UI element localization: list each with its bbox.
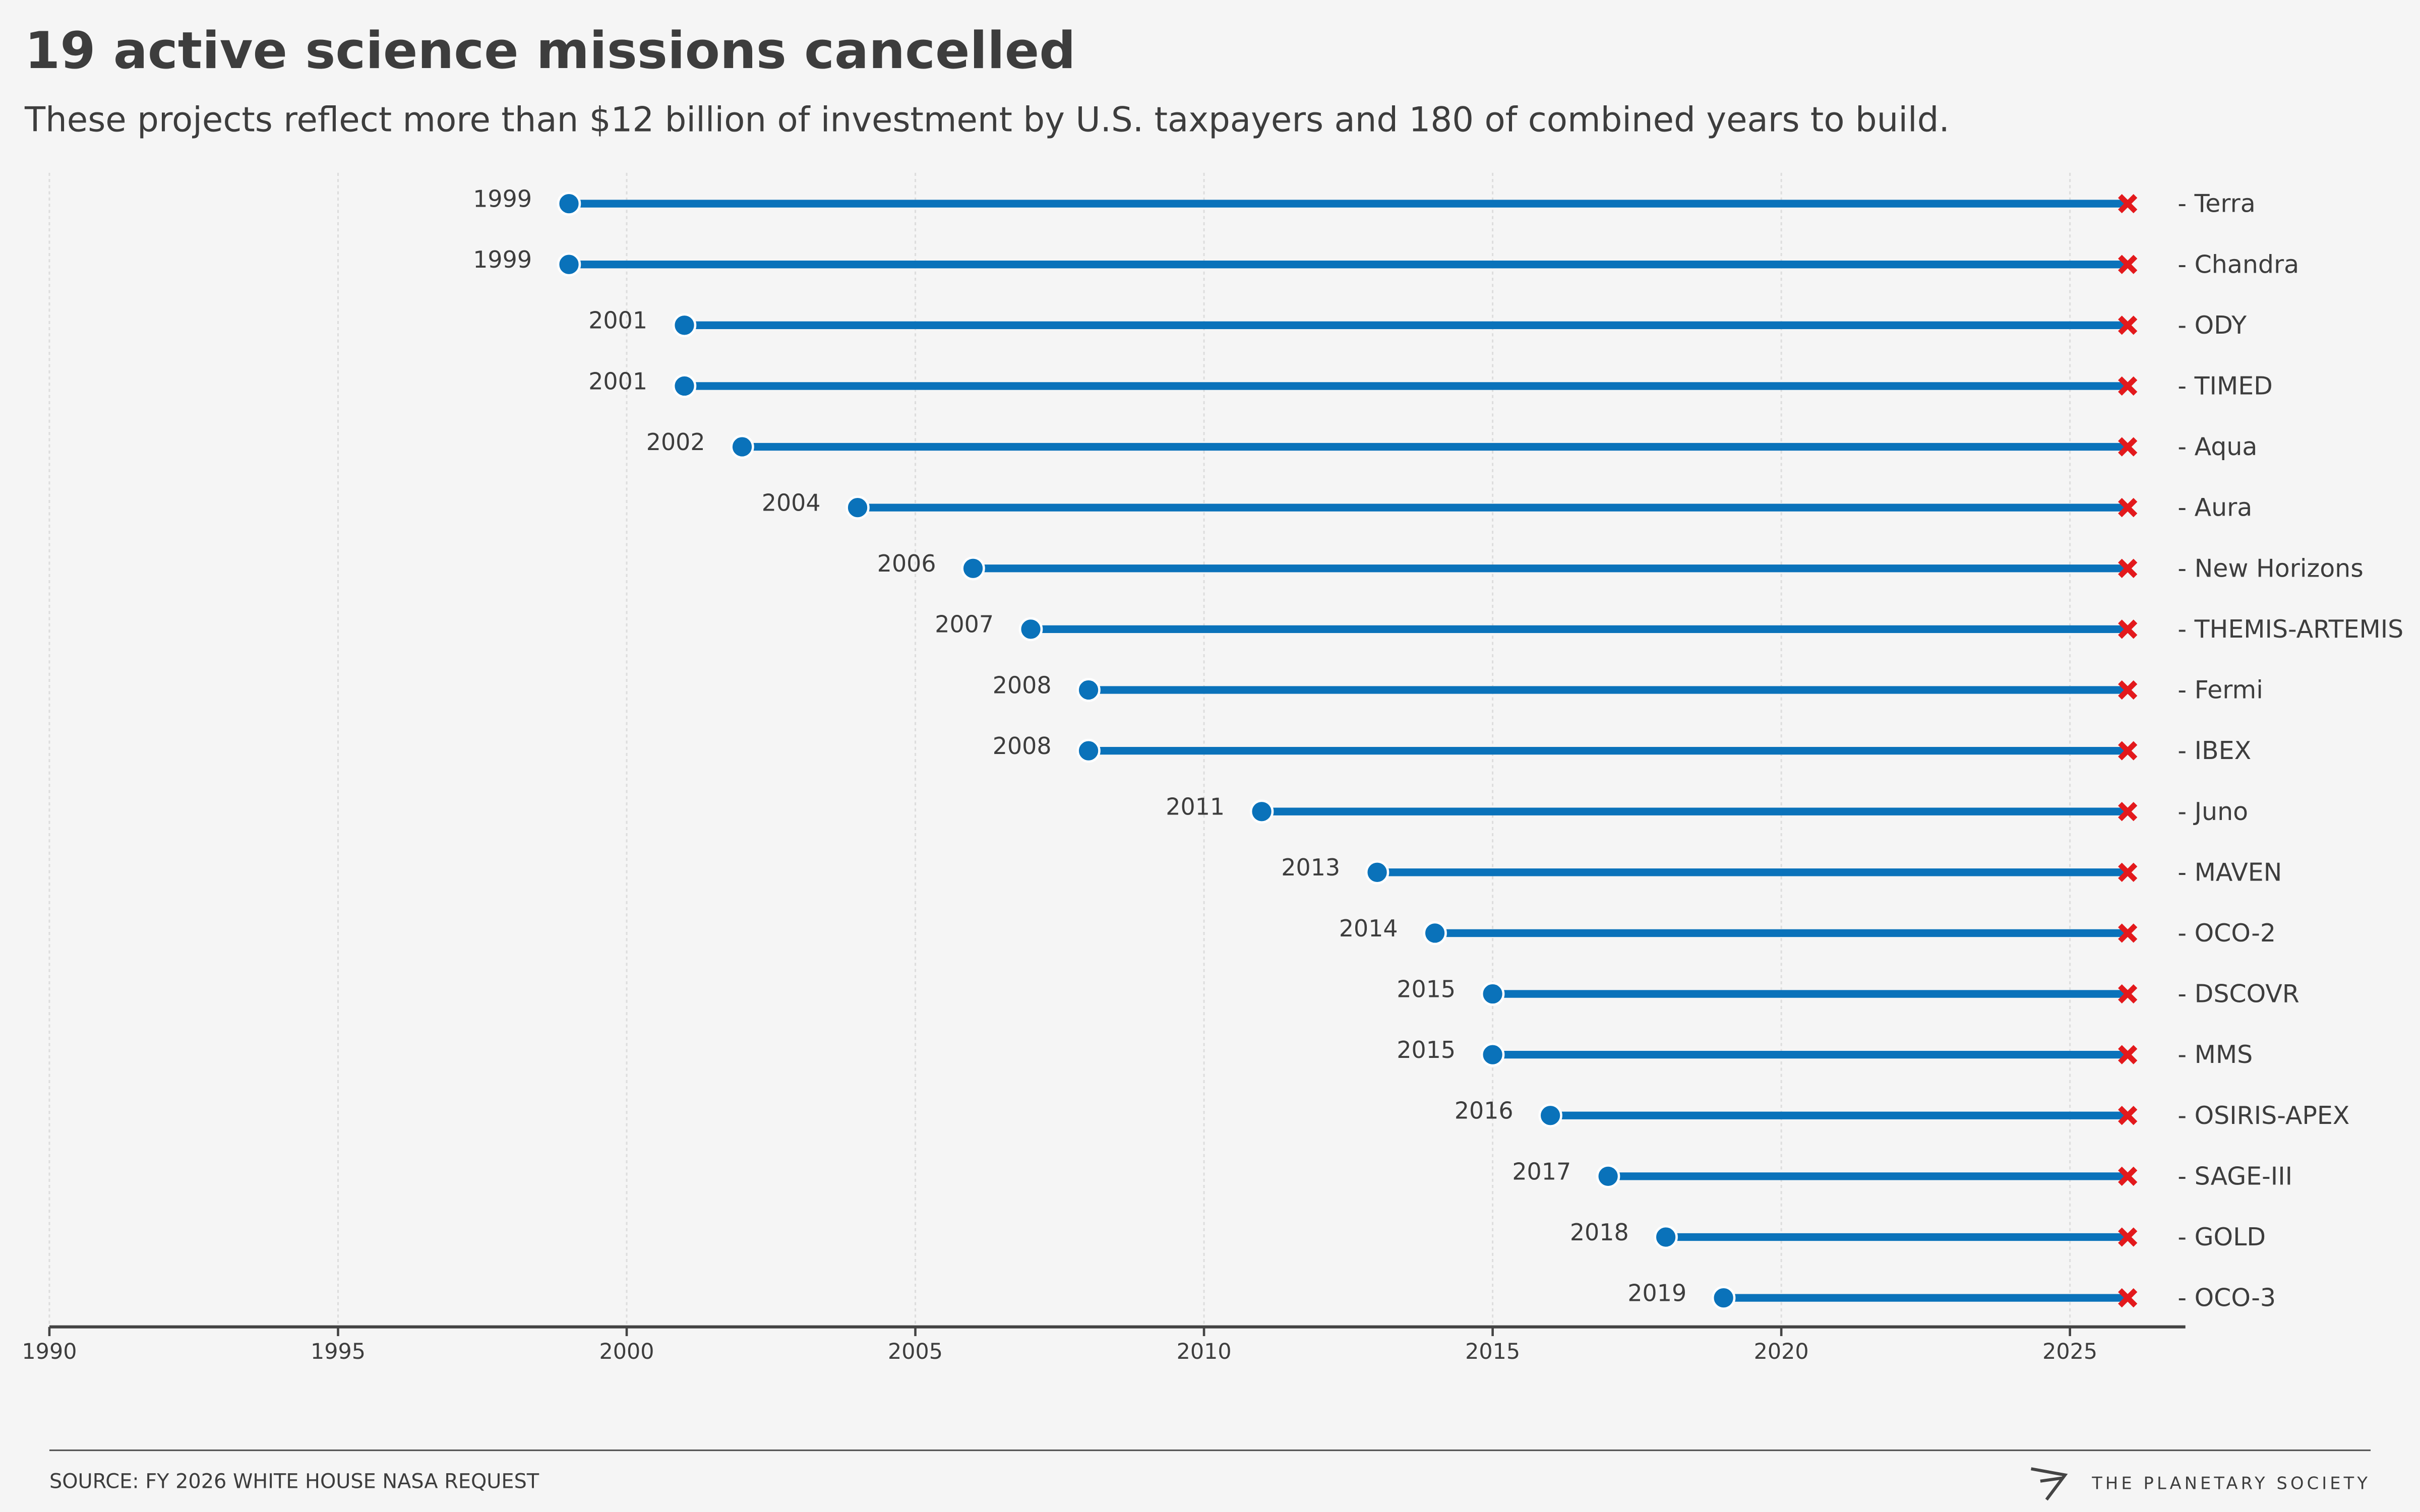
end-mark (2118, 194, 2138, 214)
start-label: 2006 (877, 550, 936, 577)
start-label: 2011 (1166, 793, 1225, 821)
start-label: 2007 (935, 611, 994, 638)
category-label: - MMS (2177, 1040, 2253, 1069)
x-tick-label: 1990 (22, 1339, 77, 1364)
start-label: 1999 (473, 246, 532, 273)
end-mark (2118, 1045, 2138, 1064)
end-mark (2118, 376, 2138, 396)
start-label: 2001 (588, 367, 647, 395)
start-dot (1076, 678, 1101, 702)
start-dot (1365, 860, 1389, 885)
category-label: - OCO-3 (2177, 1284, 2276, 1312)
start-dot (1076, 738, 1101, 763)
category-label: - DSCOVR (2177, 980, 2299, 1009)
end-mark (2118, 1227, 2138, 1247)
start-dot (557, 192, 581, 216)
start-dot (1480, 982, 1505, 1006)
start-dot (1538, 1103, 1562, 1127)
end-mark (2118, 619, 2138, 639)
start-dot (672, 374, 697, 398)
end-mark (2118, 498, 2138, 518)
category-label: - Terra (2177, 190, 2255, 218)
x-tick-label: 2020 (1754, 1339, 1809, 1364)
start-label: 2016 (1455, 1097, 1514, 1124)
category-label: - OCO-2 (2177, 919, 2276, 948)
end-mark (2118, 255, 2138, 274)
start-label: 2015 (1397, 1036, 1456, 1063)
start-label: 2019 (1627, 1279, 1686, 1306)
category-label: - MAVEN (2177, 858, 2282, 887)
x-tick-label: 2025 (2042, 1339, 2097, 1364)
brand-logo (2031, 1467, 2068, 1501)
end-mark (2118, 680, 2138, 700)
start-dot (1423, 921, 1447, 946)
category-label: - OSIRIS-APEX (2177, 1101, 2349, 1130)
start-dot (1480, 1042, 1505, 1067)
category-label: - Aura (2177, 493, 2252, 522)
start-dot (1018, 617, 1043, 642)
category-label: - New Horizons (2177, 554, 2363, 583)
start-label: 2002 (646, 428, 705, 456)
start-label: 2015 (1397, 975, 1456, 1002)
start-label: 2014 (1339, 915, 1398, 942)
start-label: 2017 (1512, 1158, 1571, 1185)
end-mark (2118, 984, 2138, 1004)
start-label: 2004 (762, 489, 821, 517)
category-label: - SAGE-III (2177, 1162, 2292, 1190)
chart-title: 19 active science missions cancelled (25, 21, 1076, 80)
category-label: - Fermi (2177, 676, 2263, 705)
end-mark (2118, 437, 2138, 457)
start-dot (1596, 1164, 1620, 1188)
end-mark (2118, 558, 2138, 578)
end-mark (2118, 741, 2138, 761)
end-mark (2118, 862, 2138, 882)
start-dot (1654, 1225, 1678, 1249)
start-dot (557, 252, 581, 277)
x-tick-label: 2005 (888, 1339, 943, 1364)
end-mark (2118, 1166, 2138, 1186)
source: SOURCE: FY 2026 WHITE HOUSE NASA REQUEST (49, 1470, 539, 1493)
chart-subtitle: These projects reflect more than $12 bil… (24, 99, 1950, 139)
start-label: 1999 (473, 185, 532, 212)
start-label: 2018 (1570, 1219, 1629, 1246)
category-label: - IBEX (2177, 736, 2251, 765)
end-mark (2118, 1288, 2138, 1308)
start-label: 2008 (993, 732, 1052, 760)
start-dot (730, 434, 754, 459)
end-mark (2118, 1106, 2138, 1125)
x-tick-label: 2000 (599, 1339, 654, 1364)
start-dot (1249, 799, 1274, 824)
category-label: - Aqua (2177, 432, 2257, 461)
start-label: 2008 (993, 671, 1052, 699)
x-tick-label: 2015 (1465, 1339, 1520, 1364)
end-mark (2118, 802, 2138, 822)
x-tick-label: 2010 (1177, 1339, 1232, 1364)
brand: THE PLANETARY SOCIETY (2091, 1473, 2371, 1493)
category-label: - Juno (2177, 797, 2248, 826)
start-dot (672, 313, 697, 338)
start-dot (845, 495, 870, 520)
category-label: - THEMIS-ARTEMIS (2177, 615, 2403, 644)
category-label: - ODY (2177, 311, 2247, 340)
end-mark (2118, 316, 2138, 335)
start-dot (1711, 1286, 1736, 1310)
category-label: - TIMED (2177, 371, 2273, 400)
end-mark (2118, 923, 2138, 943)
category-label: - GOLD (2177, 1223, 2266, 1251)
start-label: 2013 (1281, 854, 1340, 881)
category-label: - Chandra (2177, 250, 2299, 279)
start-label: 2001 (588, 307, 647, 334)
x-tick-label: 1995 (311, 1339, 366, 1364)
start-dot (961, 556, 985, 581)
